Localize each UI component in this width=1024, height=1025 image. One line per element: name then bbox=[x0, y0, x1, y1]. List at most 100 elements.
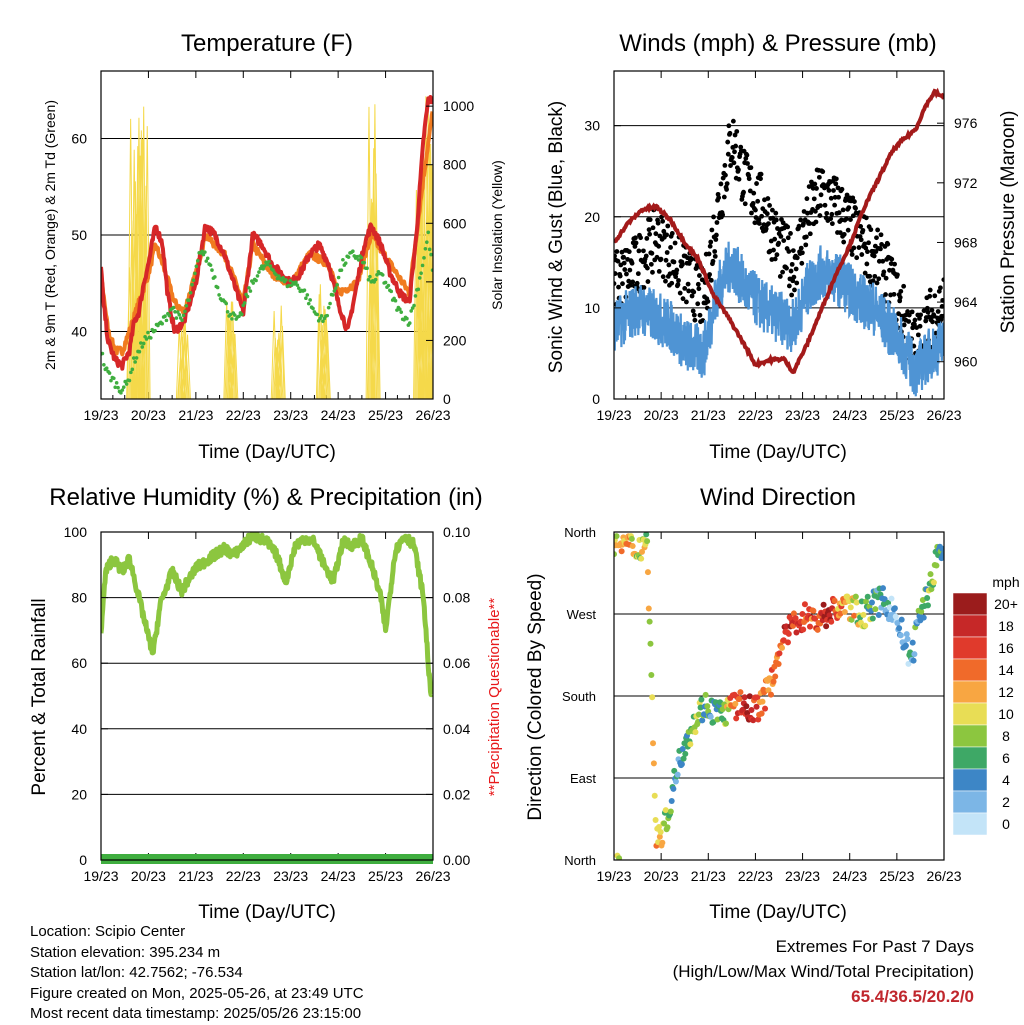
dewpoint-point bbox=[109, 378, 113, 383]
gust-point bbox=[812, 208, 818, 214]
dewpoint-point bbox=[393, 298, 398, 303]
dewpoint-point bbox=[295, 283, 300, 287]
wind-direction-point bbox=[775, 660, 782, 667]
wind-direction-point bbox=[770, 678, 777, 685]
winds-ylabel: Sonic Wind & Gust (Blue, Black) bbox=[546, 101, 567, 373]
gust-point bbox=[630, 279, 636, 285]
dewpoint-point bbox=[160, 321, 164, 326]
gust-point bbox=[839, 186, 845, 192]
legend-label: 16 bbox=[998, 640, 1014, 656]
gust-point bbox=[841, 231, 847, 237]
gust-point bbox=[664, 250, 670, 255]
gust-point bbox=[645, 279, 651, 284]
wind-direction-point bbox=[905, 660, 912, 667]
gust-point bbox=[925, 305, 930, 311]
gust-point bbox=[863, 215, 869, 221]
gust-point bbox=[666, 262, 672, 268]
winds-xtick-label: 20/23 bbox=[644, 407, 679, 423]
gust-point bbox=[696, 286, 702, 292]
wind-direction-point bbox=[737, 689, 744, 696]
dewpoint-point bbox=[164, 318, 169, 323]
gust-point bbox=[758, 176, 763, 182]
gust-point bbox=[828, 216, 834, 222]
wind-direction-point bbox=[792, 615, 799, 622]
gust-point bbox=[798, 217, 804, 223]
gust-point bbox=[725, 139, 731, 145]
gust-point bbox=[732, 132, 738, 138]
gust-point bbox=[718, 181, 724, 187]
gust-point bbox=[789, 261, 795, 267]
wind-direction-point bbox=[828, 618, 835, 625]
gust-point bbox=[710, 258, 716, 264]
wind-direction-point bbox=[644, 569, 651, 576]
dewpoint-point bbox=[247, 286, 251, 290]
dewpoint-point bbox=[346, 255, 351, 259]
solar-insolation-mark bbox=[365, 104, 381, 399]
dewpoint-point bbox=[225, 310, 230, 314]
dewpoint-point bbox=[407, 321, 412, 325]
humidity-y2tick-label: 0.04 bbox=[443, 721, 470, 737]
gust-point bbox=[747, 188, 753, 194]
wind-direction-point bbox=[655, 823, 662, 830]
wind-direction-point bbox=[940, 551, 944, 558]
gust-point bbox=[917, 323, 923, 329]
gust-point bbox=[832, 202, 838, 208]
dewpoint-point bbox=[311, 306, 315, 311]
legend-label: 0 bbox=[1002, 816, 1010, 832]
dewpoint-point bbox=[419, 271, 423, 276]
extremes-title: Extremes For Past 7 Days bbox=[775, 937, 974, 956]
wind-direction-point bbox=[754, 694, 761, 701]
legend-swatch bbox=[952, 746, 988, 770]
dewpoint-point bbox=[193, 271, 197, 276]
wind-direction-point bbox=[732, 700, 739, 707]
winds-xtick-label: 21/23 bbox=[691, 407, 726, 423]
wind-direction-point bbox=[657, 828, 664, 835]
temperature-y2tick-label: 1000 bbox=[443, 98, 474, 114]
wind-direction-point bbox=[911, 651, 918, 658]
extremes-subtitle: (High/Low/Max Wind/Total Precipitation) bbox=[672, 962, 974, 981]
gust-point bbox=[669, 230, 675, 236]
wind-direction-point bbox=[765, 687, 772, 694]
dewpoint-point bbox=[133, 360, 137, 364]
wind-direction-point bbox=[759, 698, 766, 705]
wind-direction-point bbox=[618, 548, 625, 555]
gust-point bbox=[887, 267, 892, 273]
gust-point bbox=[684, 299, 689, 305]
wind-direction-point bbox=[933, 562, 940, 569]
gust-point bbox=[828, 195, 834, 201]
gust-point bbox=[685, 281, 691, 287]
gust-point bbox=[649, 250, 655, 256]
dewpoint-point bbox=[265, 262, 270, 267]
gust-point bbox=[807, 221, 813, 226]
gust-point bbox=[668, 245, 673, 250]
wind-direction-point bbox=[930, 579, 937, 586]
temperature-ylabel: 2m & 9m T (Red, Orange) & 2m Td (Green) bbox=[42, 100, 58, 370]
gust-point bbox=[695, 281, 701, 287]
gust-point bbox=[804, 196, 810, 202]
temperature-plot-area bbox=[101, 95, 433, 399]
wind-direction-point bbox=[800, 626, 807, 633]
gust-point bbox=[901, 283, 907, 289]
legend-swatch bbox=[952, 812, 988, 836]
dewpoint-point bbox=[315, 312, 320, 317]
dewpoint-point bbox=[254, 278, 258, 283]
dewpoint-point bbox=[167, 313, 172, 318]
wind-direction-point bbox=[651, 792, 658, 799]
gust-point bbox=[909, 309, 915, 315]
wind-direction-point bbox=[616, 855, 623, 860]
legend-title: mph bbox=[992, 574, 1019, 590]
dewpoint-point bbox=[140, 345, 145, 349]
legend-swatch bbox=[952, 702, 988, 726]
dewpoint-point bbox=[134, 356, 139, 360]
gust-point bbox=[853, 205, 858, 211]
humidity-title: Relative Humidity (%) & Precipitation (i… bbox=[49, 484, 482, 511]
gust-point bbox=[771, 247, 776, 253]
wind-direction-point bbox=[647, 640, 654, 647]
dewpoint-point bbox=[296, 286, 301, 290]
wind-direction-point bbox=[807, 623, 814, 630]
wind-direction-point bbox=[793, 629, 800, 636]
gust-point bbox=[862, 270, 868, 276]
dewpoint-point bbox=[120, 388, 125, 392]
dewpoint-point bbox=[242, 301, 247, 305]
temperature-xtick-label: 19/23 bbox=[83, 407, 118, 423]
